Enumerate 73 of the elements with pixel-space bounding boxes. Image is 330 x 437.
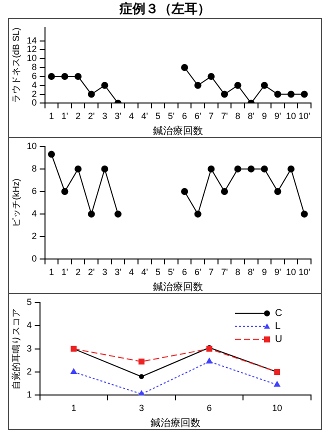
x-tick-label: 6 — [182, 111, 188, 122]
x-tick-label: 8 — [235, 267, 240, 278]
y-tick-label: 4 — [32, 208, 37, 219]
x-tick-label: 10 — [286, 111, 296, 122]
x-tick-label: 1' — [61, 111, 68, 122]
legend-label: U — [275, 334, 282, 346]
x-tick-label: 3' — [114, 267, 122, 278]
x-tick-label: 4 — [128, 111, 134, 122]
x-tick-label: 1' — [61, 267, 68, 278]
y-tick-label: 10 — [26, 140, 37, 151]
x-tick-label: 4' — [141, 111, 148, 122]
x-axis-title: 鍼治療回数 — [152, 280, 203, 293]
x-tick-label: 10' — [298, 267, 310, 278]
y-tick-label: 3 — [26, 343, 32, 354]
y-tick-label: 10 — [26, 53, 37, 64]
y-tick-label: 0 — [32, 254, 37, 264]
x-axis-title: 鍼治療回数 — [150, 416, 200, 429]
y-tick-label: 4 — [32, 80, 37, 90]
y-tick-label: 12 — [26, 44, 37, 54]
y-tick-label: 4 — [26, 320, 32, 330]
x-tick-label: 3 — [138, 403, 144, 414]
chart-title: 症例３（左耳） — [118, 0, 212, 18]
x-tick-label: 7 — [208, 267, 214, 278]
x-tick-label: 9 — [262, 111, 267, 122]
x-tick-label: 9 — [262, 267, 267, 278]
y-tick-label: 6 — [32, 186, 37, 196]
x-tick-label: 7 — [208, 111, 214, 122]
x-tick-label: 2 — [76, 267, 81, 278]
y-tick-label: 2 — [32, 231, 37, 242]
x-tick-label: 9' — [274, 111, 282, 122]
legend-label: C — [275, 308, 282, 320]
y-tick-label: 8 — [32, 62, 37, 72]
x-tick-label: 4' — [141, 267, 148, 278]
x-tick-label: 6 — [206, 403, 212, 414]
x-tick-label: 5' — [168, 267, 175, 278]
x-tick-label: 2 — [76, 111, 81, 122]
x-tick-label: 10' — [298, 111, 310, 122]
y-tick-label: 6 — [32, 70, 37, 81]
x-tick-label: 10 — [272, 403, 282, 414]
x-tick-label: 5' — [168, 111, 175, 122]
legend-label: L — [275, 321, 281, 332]
y-axis-title: ラウドネス(dB SL) — [10, 28, 21, 104]
x-tick-label: 7' — [221, 267, 228, 278]
x-tick-label: 3 — [102, 267, 108, 278]
y-axis-title: 自覚的耳鳴りスコア — [10, 308, 21, 390]
x-tick-label: 1 — [71, 403, 76, 414]
x-tick-label: 7' — [221, 111, 228, 122]
x-tick-label: 1 — [48, 111, 54, 122]
y-tick-label: 2 — [26, 366, 32, 376]
x-tick-label: 9' — [274, 267, 282, 278]
y-axis-title: ピッチ(kHz) — [10, 178, 21, 228]
x-tick-label: 2' — [88, 111, 96, 122]
x-tick-label: 8' — [248, 111, 255, 122]
y-tick-label: 0 — [32, 98, 37, 108]
x-tick-label: 1 — [48, 267, 54, 278]
x-tick-label: 5 — [155, 111, 160, 122]
x-axis-title: 鍼治療回数 — [152, 124, 203, 137]
x-tick-label: 8 — [235, 111, 240, 122]
x-tick-label: 10 — [286, 267, 296, 278]
x-tick-label: 5 — [155, 267, 160, 278]
x-tick-label: 4 — [128, 267, 134, 278]
x-tick-label: 3 — [102, 111, 108, 122]
y-tick-label: 14 — [26, 35, 37, 46]
x-tick-label: 6' — [194, 111, 202, 122]
y-tick-label: 5 — [26, 296, 32, 307]
y-tick-label: 1 — [26, 390, 32, 400]
x-tick-label: 3' — [114, 111, 122, 122]
x-tick-label: 8' — [248, 267, 255, 278]
x-tick-label: 2' — [88, 267, 96, 278]
x-tick-label: 6' — [194, 267, 202, 278]
y-tick-label: 2 — [32, 88, 37, 99]
y-tick-label: 8 — [32, 163, 37, 174]
x-tick-label: 6 — [182, 267, 188, 278]
